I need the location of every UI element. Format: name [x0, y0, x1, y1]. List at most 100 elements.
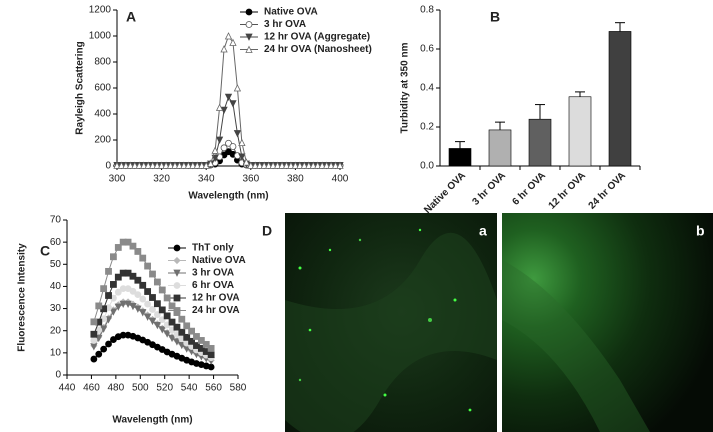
data-point: [114, 273, 122, 281]
y-tick-label: 400: [94, 109, 111, 120]
data-point: [114, 303, 122, 311]
data-point: [202, 341, 210, 348]
data-point: [105, 267, 112, 275]
data-point: [225, 139, 232, 147]
data-point: [193, 333, 200, 340]
data-point: [153, 321, 162, 330]
x-tick-label: 300: [109, 174, 126, 185]
panel-label: C: [40, 243, 50, 259]
data-point: [207, 159, 215, 167]
y-tick-label: 10: [50, 347, 62, 358]
y-tick-label: 0.8: [420, 5, 434, 16]
legend-label: 12 hr OVA: [192, 293, 240, 304]
bar: [568, 96, 592, 167]
data-point: [269, 161, 277, 169]
y-tick-label: 600: [94, 83, 111, 94]
data-point: [140, 161, 148, 169]
y-tick-label: 0: [55, 370, 61, 381]
data-point: [175, 161, 184, 169]
data-point: [126, 161, 135, 169]
data-point: [90, 318, 98, 326]
data-point: [110, 281, 117, 288]
data-point: [264, 161, 273, 169]
y-tick-label: 0.2: [420, 122, 434, 133]
data-point: [149, 270, 156, 278]
bar: [528, 118, 552, 167]
chart-panel: A Rayleigh Scattering 0 200 400 600 800 1000 120…: [75, 5, 372, 202]
data-point: [95, 350, 103, 358]
y-tick-label: 50: [50, 259, 62, 270]
x-tick-label: 540: [181, 383, 198, 394]
panel-label: A: [126, 9, 136, 25]
data-point: [144, 161, 152, 169]
data-point: [296, 161, 304, 169]
data-point: [260, 161, 268, 169]
data-point: [129, 302, 137, 311]
data-point: [168, 318, 176, 326]
data-point: [211, 146, 219, 154]
data-point: [113, 161, 121, 169]
data-point: [287, 161, 295, 169]
bar: [608, 31, 632, 167]
y-tick-label: 30: [50, 303, 62, 314]
x-tick-label: Native OVA: [422, 170, 468, 216]
bar: [488, 129, 512, 167]
y-axis-label: Turbidity at 350 nm: [400, 42, 411, 133]
data-point: [124, 300, 132, 309]
data-point: [282, 161, 291, 169]
data-point: [148, 317, 157, 326]
data-point: [183, 333, 191, 341]
panel-label: D: [262, 223, 272, 239]
data-point: [233, 84, 242, 92]
legend-label: 24 hr OVA (Nanosheet): [264, 44, 372, 55]
data-point: [144, 300, 152, 308]
chart-panel: C Fluorescence Intensity 0 10 20 30 40 50 60 70 Wa…: [17, 215, 247, 426]
data-point: [193, 161, 201, 169]
x-tick-label: 24 hr OVA: [587, 170, 628, 211]
legend-marker: [245, 33, 253, 41]
y-tick-label: 1200: [89, 5, 112, 16]
data-point: [149, 294, 156, 301]
legend-marker: [173, 282, 181, 289]
data-point: [173, 338, 181, 346]
data-point: [158, 326, 166, 334]
data-point: [309, 161, 317, 169]
panel-label: B: [490, 9, 500, 25]
data-point: [198, 161, 206, 169]
data-point: [134, 291, 142, 299]
data-point: [247, 161, 255, 169]
legend-label: Native OVA: [264, 7, 318, 18]
y-tick-label: 60: [50, 237, 62, 248]
data-point: [229, 143, 237, 150]
data-point: [178, 315, 186, 323]
data-point: [149, 161, 157, 169]
data-point: [197, 337, 205, 344]
x-tick-label: 480: [108, 383, 125, 394]
x-tick-label: 360: [242, 174, 259, 185]
y-tick-label: 1000: [89, 31, 112, 42]
data-point: [215, 103, 224, 111]
legend-marker: [245, 45, 253, 53]
data-point: [327, 161, 335, 169]
data-point: [100, 345, 108, 353]
data-point: [144, 262, 152, 270]
image-label: b: [696, 223, 705, 239]
data-point: [110, 253, 117, 261]
data-point: [322, 161, 331, 169]
legend-marker: [173, 244, 181, 252]
legend-marker: [173, 269, 181, 277]
y-tick-label: 0.0: [420, 161, 434, 172]
data-point: [336, 161, 344, 169]
x-tick-label: 440: [59, 383, 76, 394]
data-point: [139, 295, 147, 303]
data-point: [149, 306, 156, 313]
data-point: [153, 278, 161, 286]
y-tick-label: 0: [105, 161, 111, 172]
data-point: [158, 286, 166, 294]
legend-marker: [173, 294, 181, 302]
data-point: [104, 316, 113, 324]
data-point: [229, 38, 237, 46]
data-point: [129, 272, 137, 280]
legend-label: 12 hr OVA (Aggregate): [264, 32, 370, 43]
